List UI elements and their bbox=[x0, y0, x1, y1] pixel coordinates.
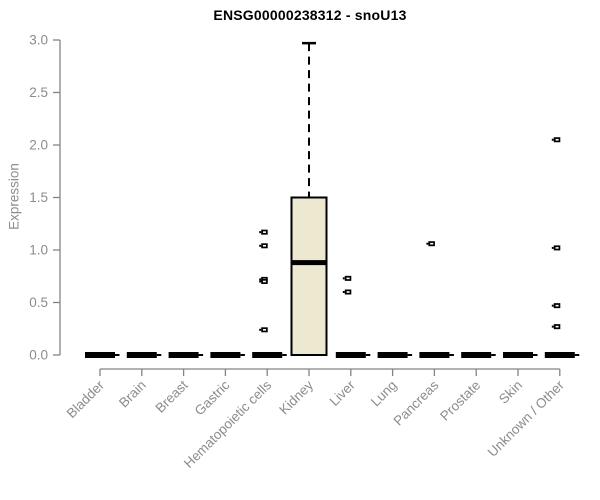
x-tick-label: Prostate bbox=[437, 378, 483, 424]
outlier-point-dash bbox=[263, 245, 266, 247]
outlier-nub bbox=[551, 138, 554, 141]
outlier-point-dash bbox=[263, 329, 266, 331]
collapsed-whisker-cap bbox=[282, 354, 287, 356]
x-tick-label: Bladder bbox=[64, 377, 108, 421]
outlier-point-dash bbox=[346, 277, 350, 280]
outlier-point-dash bbox=[555, 138, 559, 141]
collapsed-box bbox=[210, 352, 241, 358]
x-tick-label: Gastric bbox=[192, 377, 233, 418]
outlier-nub bbox=[259, 244, 262, 247]
x-tick-label: Breast bbox=[153, 377, 191, 415]
outlier-nub bbox=[259, 328, 262, 331]
box bbox=[290, 196, 328, 356]
collapsed-box bbox=[252, 352, 283, 358]
collapsed-whisker-cap bbox=[240, 354, 245, 356]
y-tick-label: 2.5 bbox=[29, 85, 48, 100]
collapsed-box bbox=[85, 352, 115, 358]
outlier-nub bbox=[426, 242, 429, 245]
x-tick-label: Liver bbox=[327, 377, 359, 409]
y-tick-label: 0.5 bbox=[29, 295, 48, 310]
x-tick-label: Skin bbox=[496, 378, 525, 407]
outlier-nub bbox=[551, 304, 554, 307]
collapsed-whisker-cap bbox=[407, 354, 413, 356]
outlier-nub bbox=[259, 280, 262, 283]
collapsed-whisker-cap bbox=[491, 354, 496, 356]
collapsed-box bbox=[544, 352, 575, 358]
outlier-point-dash bbox=[263, 231, 266, 233]
outlier-point-dash bbox=[430, 242, 434, 245]
outlier-point-dash bbox=[346, 291, 350, 293]
outlier-nub bbox=[259, 231, 262, 234]
collapsed-whisker-cap bbox=[156, 354, 162, 356]
x-tick-label: Unknown / Other bbox=[485, 377, 568, 460]
y-tick-label: 1.5 bbox=[29, 190, 48, 205]
collapsed-whisker-cap bbox=[115, 354, 120, 356]
outlier-point-dash bbox=[555, 325, 559, 328]
collapsed-whisker-cap bbox=[198, 354, 204, 356]
outlier-point-dash bbox=[263, 280, 266, 283]
collapsed-whisker-cap bbox=[533, 354, 538, 356]
y-tick-label: 1.0 bbox=[29, 243, 48, 258]
y-tick-label: 3.0 bbox=[29, 33, 48, 48]
outlier-nub bbox=[342, 291, 345, 293]
x-tick-label: Brain bbox=[116, 378, 149, 411]
outlier-nub bbox=[342, 277, 345, 280]
collapsed-whisker-cap bbox=[449, 354, 454, 356]
median-line bbox=[291, 260, 327, 266]
collapsed-box bbox=[419, 352, 450, 358]
outlier-nub bbox=[551, 246, 554, 249]
collapsed-box bbox=[377, 352, 408, 358]
x-tick-label: Pancreas bbox=[391, 377, 442, 428]
y-tick-label: 0.0 bbox=[29, 348, 48, 363]
collapsed-box bbox=[168, 352, 199, 358]
collapsed-box bbox=[335, 352, 366, 358]
collapsed-whisker-cap bbox=[365, 354, 371, 356]
collapsed-box bbox=[503, 352, 533, 358]
outlier-nub bbox=[551, 325, 554, 328]
x-tick-label: Kidney bbox=[276, 377, 316, 417]
x-tick-label: Lung bbox=[368, 378, 400, 410]
collapsed-whisker-cap bbox=[574, 354, 580, 356]
collapsed-box bbox=[126, 352, 157, 358]
outlier-point-dash bbox=[555, 247, 559, 249]
outlier-point-dash bbox=[555, 304, 559, 307]
y-tick-label: 2.0 bbox=[29, 138, 48, 153]
chart-title: ENSG00000238312 - snoU13 bbox=[213, 7, 407, 23]
collapsed-box bbox=[461, 352, 492, 358]
outlier-nub bbox=[259, 278, 262, 281]
